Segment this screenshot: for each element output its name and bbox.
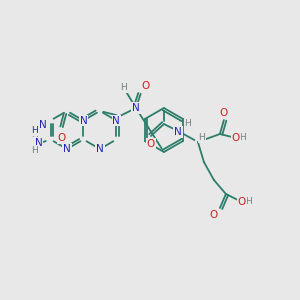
Text: O: O xyxy=(238,197,246,207)
Text: O: O xyxy=(210,210,218,220)
Text: N: N xyxy=(39,121,46,130)
Text: O: O xyxy=(142,81,150,91)
Text: N: N xyxy=(174,127,182,137)
Text: H: H xyxy=(239,134,246,142)
Text: N: N xyxy=(35,137,42,148)
Text: H: H xyxy=(245,197,252,206)
Text: N: N xyxy=(63,144,71,154)
Text: O: O xyxy=(147,139,155,149)
Text: N: N xyxy=(132,103,140,113)
Text: H: H xyxy=(121,83,127,92)
Text: H: H xyxy=(31,126,38,135)
Text: O: O xyxy=(58,133,66,143)
Text: N: N xyxy=(112,116,120,125)
Text: O: O xyxy=(220,108,228,118)
Text: H: H xyxy=(31,146,38,155)
Text: H: H xyxy=(31,130,38,139)
Text: N: N xyxy=(96,144,104,154)
Text: O: O xyxy=(232,133,240,143)
Text: N: N xyxy=(80,116,87,125)
Text: H: H xyxy=(184,119,191,128)
Text: H: H xyxy=(199,134,205,142)
